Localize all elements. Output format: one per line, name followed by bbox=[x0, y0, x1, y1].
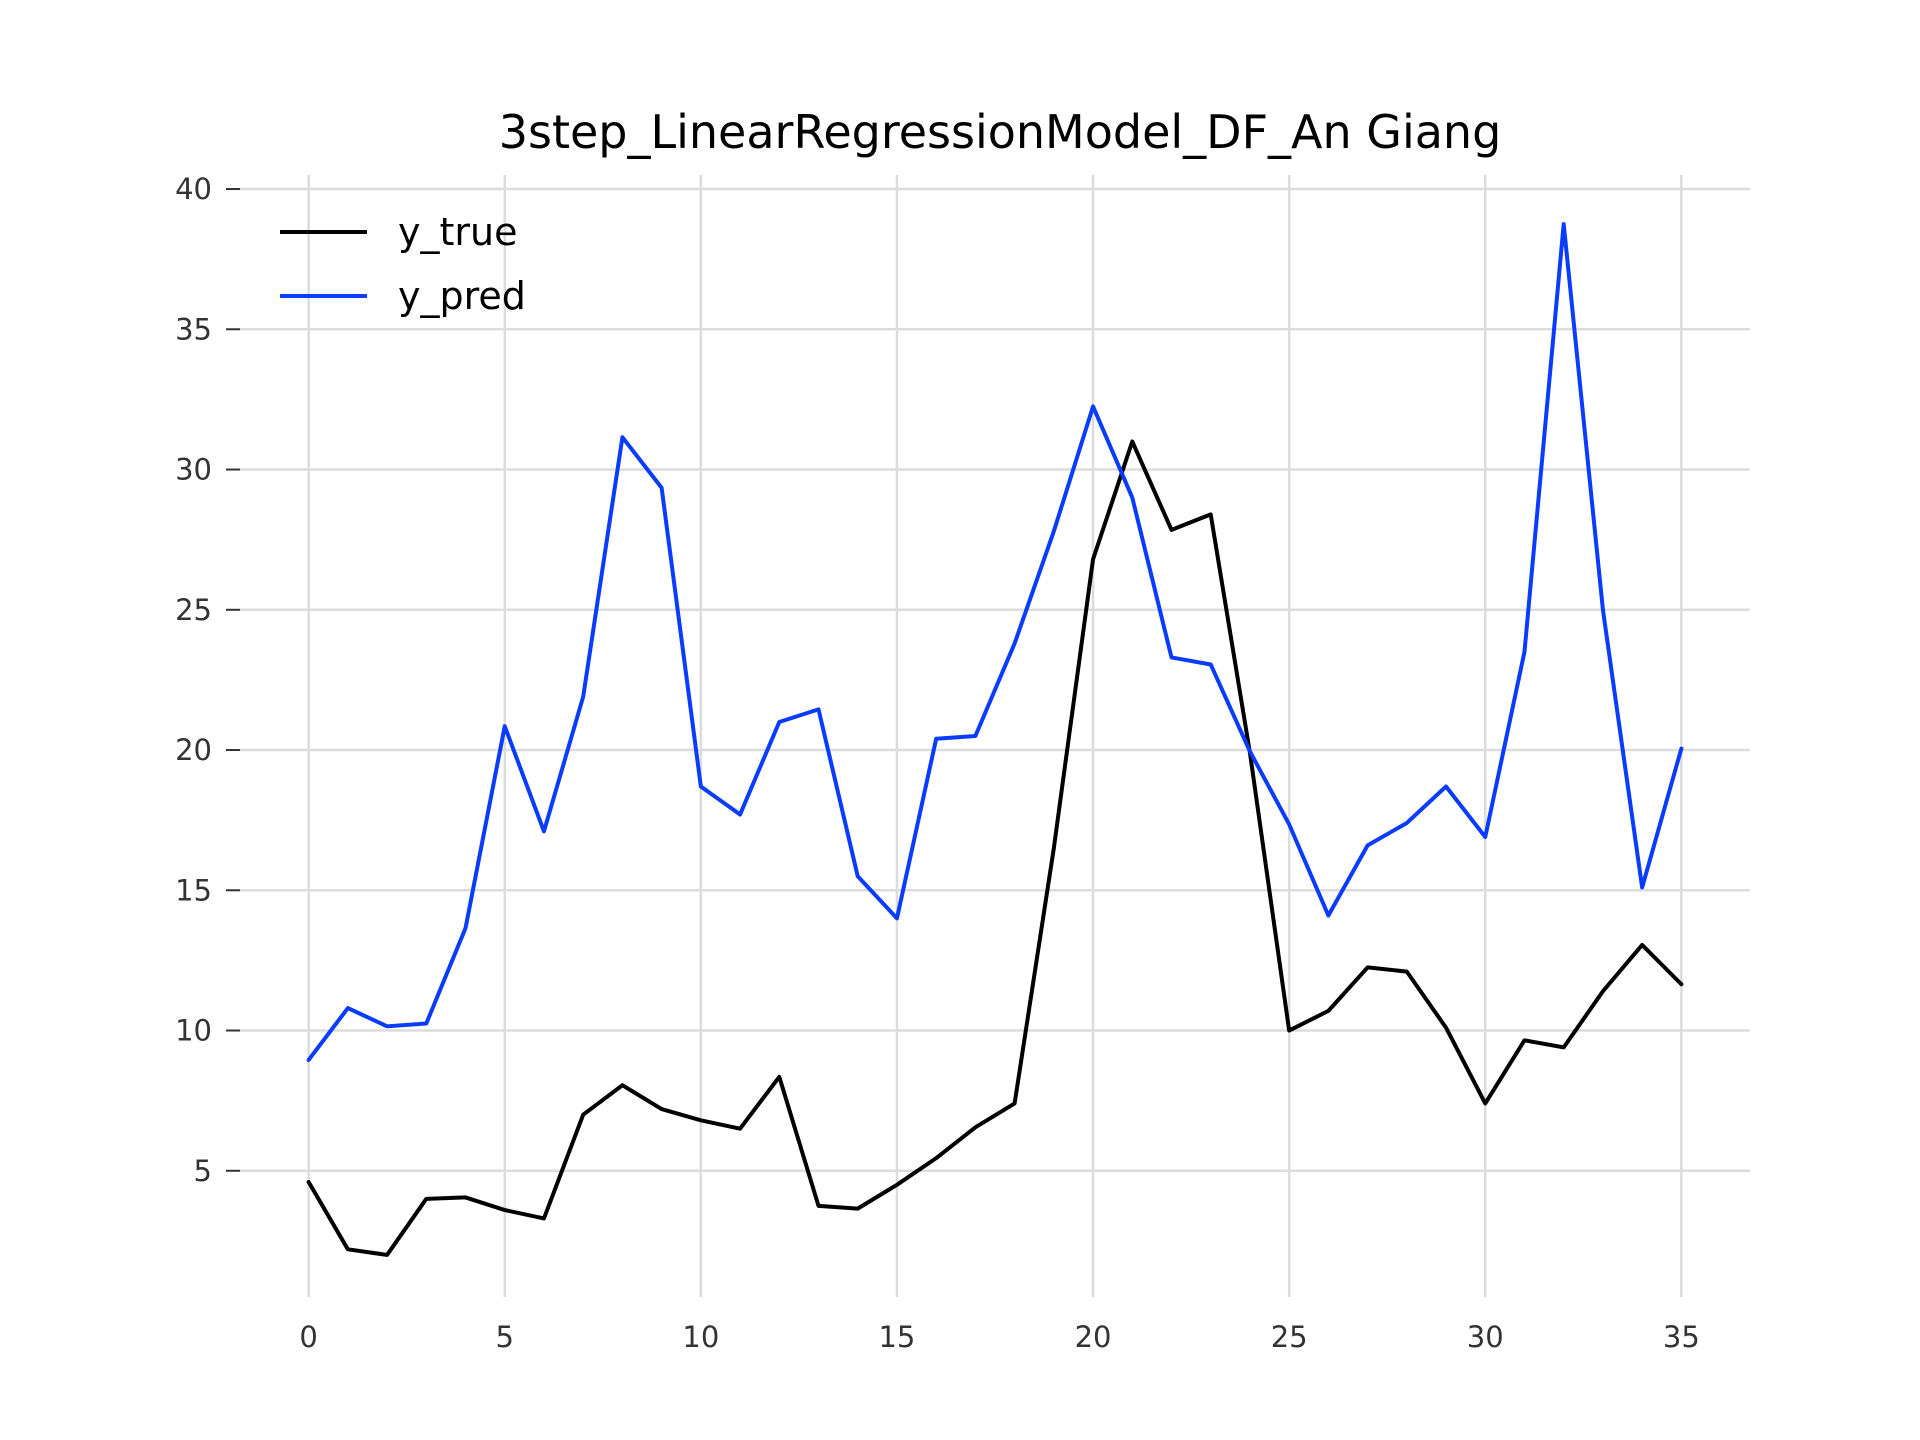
x-tick-label: 25 bbox=[1271, 1320, 1308, 1354]
y-tick-label: 40 bbox=[175, 172, 212, 206]
chart-title: 3step_LinearRegressionModel_DF_An Giang bbox=[499, 105, 1502, 159]
x-tick-label: 35 bbox=[1663, 1320, 1700, 1354]
legend-label-y-true: y_true bbox=[398, 210, 517, 254]
x-tick-label: 5 bbox=[496, 1320, 514, 1354]
y-tick-label: 30 bbox=[175, 453, 212, 487]
y-tick-label: 25 bbox=[175, 593, 212, 627]
y-tick-label: 10 bbox=[175, 1014, 212, 1048]
legend: y_true y_pred bbox=[280, 210, 526, 318]
x-tick-label: 20 bbox=[1075, 1320, 1112, 1354]
axis-layer: 0 5 10 15 20 25 30 35 5 10 15 20 25 30 35 40 bbox=[175, 172, 1700, 1354]
y-tick-label: 20 bbox=[175, 733, 212, 767]
series-layer bbox=[306, 222, 1684, 1257]
y-tick-label: 35 bbox=[175, 312, 212, 346]
grid-layer bbox=[240, 175, 1750, 1297]
legend-label-y-pred: y_pred bbox=[398, 274, 526, 318]
x-tick-label: 30 bbox=[1467, 1320, 1504, 1354]
y-tick-label: 15 bbox=[175, 873, 212, 907]
series-line-y-pred bbox=[306, 222, 1684, 1062]
series-line-y-true bbox=[306, 439, 1684, 1257]
x-tick-label: 0 bbox=[299, 1320, 317, 1354]
x-tick-label: 10 bbox=[682, 1320, 719, 1354]
y-tick-label: 5 bbox=[194, 1154, 212, 1188]
x-tick-label: 15 bbox=[878, 1320, 915, 1354]
